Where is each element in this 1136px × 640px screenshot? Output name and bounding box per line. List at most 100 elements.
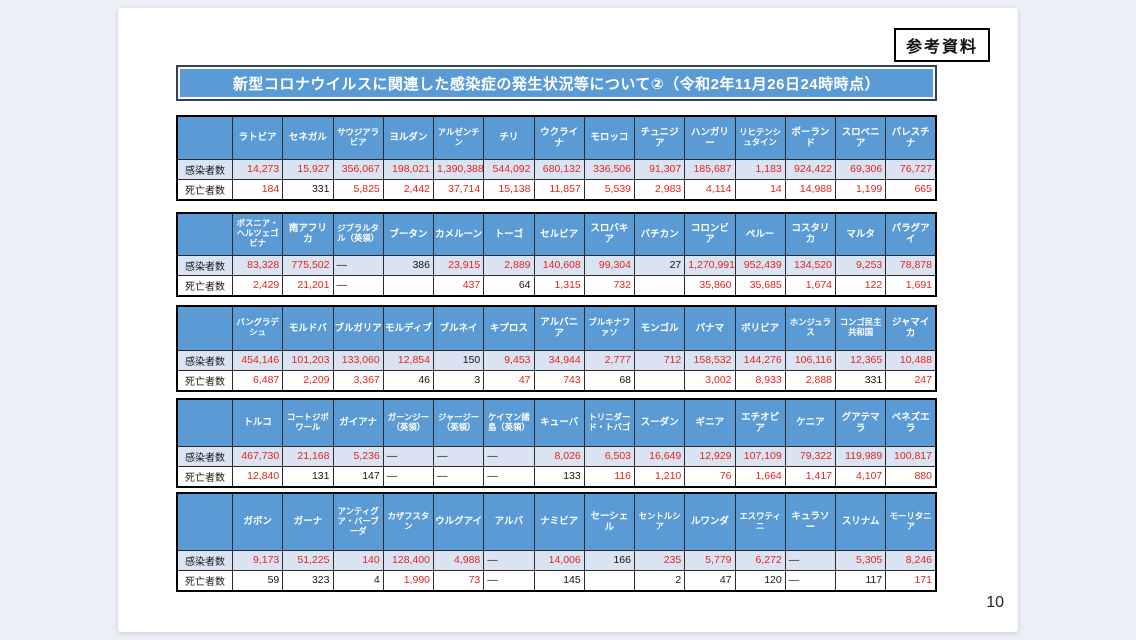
country-header: ボリビア bbox=[734, 305, 786, 351]
deaths-value-cell: 2,888 bbox=[784, 369, 837, 391]
infected-value-cell: 27 bbox=[633, 254, 686, 276]
infected-value-cell: 107,109 bbox=[734, 445, 786, 467]
corner-cell bbox=[176, 115, 233, 160]
deaths-value-cell: 3,367 bbox=[332, 369, 384, 391]
country-header: セントルシア bbox=[633, 492, 686, 551]
infected-value-cell: 356,067 bbox=[332, 158, 384, 180]
infected-value-cell: 128,400 bbox=[382, 549, 435, 571]
deaths-value-cell: 47 bbox=[483, 369, 535, 391]
deaths-value-cell: 147 bbox=[332, 465, 384, 487]
infected-value-cell: 12,929 bbox=[684, 445, 736, 467]
infected-value-cell: 386 bbox=[382, 254, 435, 276]
infected-value-cell: 21,168 bbox=[282, 445, 334, 467]
country-header: ホンジュラス bbox=[784, 305, 837, 351]
deaths-value-cell: 665 bbox=[885, 178, 937, 200]
infected-value-cell: ― bbox=[784, 549, 837, 571]
country-header: スロバキア bbox=[583, 212, 636, 256]
infected-value-cell: 775,502 bbox=[282, 254, 334, 276]
deaths-value-cell: ― bbox=[332, 274, 384, 296]
country-header: パナマ bbox=[684, 305, 736, 351]
country-header: カザフスタン bbox=[382, 492, 435, 551]
infected-value-cell: 235 bbox=[633, 549, 686, 571]
country-header: バングラデシュ bbox=[231, 305, 284, 351]
infected-value-cell: 198,021 bbox=[382, 158, 435, 180]
infected-value-cell: 5,779 bbox=[684, 549, 736, 571]
infected-value-cell: 2,889 bbox=[483, 254, 535, 276]
country-header: トルコ bbox=[231, 398, 284, 447]
infected-value-cell: 680,132 bbox=[533, 158, 585, 180]
infected-value-cell: 336,506 bbox=[583, 158, 636, 180]
country-header: 南アフリカ bbox=[282, 212, 334, 256]
infected-value-cell: 6,503 bbox=[583, 445, 636, 467]
country-header: アルバ bbox=[483, 492, 535, 551]
corner-cell bbox=[176, 212, 233, 256]
country-header: マルタ bbox=[834, 212, 887, 256]
deaths-value-cell: 4,107 bbox=[834, 465, 887, 487]
infected-value-cell: 158,532 bbox=[684, 349, 736, 371]
deaths-value-cell: 11,857 bbox=[533, 178, 585, 200]
infected-value-cell: 78,878 bbox=[885, 254, 937, 276]
deaths-value-cell: 880 bbox=[885, 465, 937, 487]
deaths-value-cell: 68 bbox=[583, 369, 636, 391]
infected-value-cell: 34,944 bbox=[533, 349, 585, 371]
deaths-value-cell: 14 bbox=[734, 178, 786, 200]
row-label-infected: 感染者数 bbox=[176, 549, 233, 571]
infected-value-cell: 140 bbox=[332, 549, 384, 571]
infected-value-cell: 9,173 bbox=[231, 549, 284, 571]
deaths-value-cell: 73 bbox=[432, 569, 485, 591]
infected-value-cell: 100,817 bbox=[885, 445, 937, 467]
infected-value-cell: 119,989 bbox=[834, 445, 887, 467]
country-header: ガイアナ bbox=[332, 398, 384, 447]
country-header: ガーナ bbox=[282, 492, 334, 551]
row-label-deaths: 死亡者数 bbox=[176, 178, 233, 200]
country-header: ブルガリア bbox=[332, 305, 384, 351]
deaths-value-cell: 47 bbox=[684, 569, 736, 591]
deaths-value-cell: 4 bbox=[332, 569, 384, 591]
country-header: ウルグアイ bbox=[432, 492, 485, 551]
infected-value-cell: 106,116 bbox=[784, 349, 837, 371]
infected-value-cell: 69,306 bbox=[834, 158, 887, 180]
country-header: ブルネイ bbox=[432, 305, 485, 351]
infected-value-cell: 544,092 bbox=[483, 158, 535, 180]
deaths-value-cell: 1,210 bbox=[633, 465, 686, 487]
deaths-value-cell bbox=[583, 569, 636, 591]
country-header: パレスチナ bbox=[885, 115, 937, 160]
infected-value-cell: 76,727 bbox=[885, 158, 937, 180]
row-label-infected: 感染者数 bbox=[176, 349, 233, 371]
corner-cell bbox=[176, 305, 233, 351]
deaths-value-cell: 331 bbox=[282, 178, 334, 200]
country-header: モンゴル bbox=[633, 305, 686, 351]
country-header: アルゼンチン bbox=[432, 115, 485, 160]
country-header: ガーンジー（英領） bbox=[382, 398, 435, 447]
infected-value-cell: 4,988 bbox=[432, 549, 485, 571]
infected-value-cell: 133,060 bbox=[332, 349, 384, 371]
deaths-value-cell bbox=[382, 274, 435, 296]
country-header: ボスニア・ヘルツェゴビナ bbox=[231, 212, 284, 256]
infected-value-cell: ― bbox=[332, 254, 384, 276]
deaths-value-cell: 2,429 bbox=[231, 274, 284, 296]
infected-value-cell: 454,146 bbox=[231, 349, 284, 371]
deaths-value-cell: 323 bbox=[282, 569, 334, 591]
country-header: ブルキナファソ bbox=[583, 305, 636, 351]
deaths-value-cell: ― bbox=[483, 465, 535, 487]
infected-value-cell: 12,365 bbox=[834, 349, 887, 371]
country-table-2: ボスニア・ヘルツェゴビナ 南アフリカ ジブラルタル（英領） ブータン カメルーン トーゴセ… bbox=[176, 212, 937, 297]
deaths-value-cell: 2,442 bbox=[382, 178, 435, 200]
infected-value-cell: 1,390,388 bbox=[432, 158, 485, 180]
infected-value-cell: 14,006 bbox=[533, 549, 585, 571]
infected-value-cell: 712 bbox=[633, 349, 686, 371]
deaths-value-cell: 5,825 bbox=[332, 178, 384, 200]
deaths-value-cell: 743 bbox=[533, 369, 585, 391]
country-header: ラトビア bbox=[231, 115, 284, 160]
deaths-value-cell: 437 bbox=[432, 274, 485, 296]
country-header: ペルー bbox=[734, 212, 786, 256]
infected-value-cell: 12,854 bbox=[382, 349, 435, 371]
infected-value-cell: 134,520 bbox=[784, 254, 837, 276]
infected-value-cell: 83,328 bbox=[231, 254, 284, 276]
deaths-value-cell: 64 bbox=[483, 274, 535, 296]
deaths-value-cell: 1,664 bbox=[734, 465, 786, 487]
deaths-value-cell: 4,114 bbox=[684, 178, 736, 200]
deaths-value-cell: 117 bbox=[834, 569, 887, 591]
country-header: コートジボワール bbox=[282, 398, 334, 447]
